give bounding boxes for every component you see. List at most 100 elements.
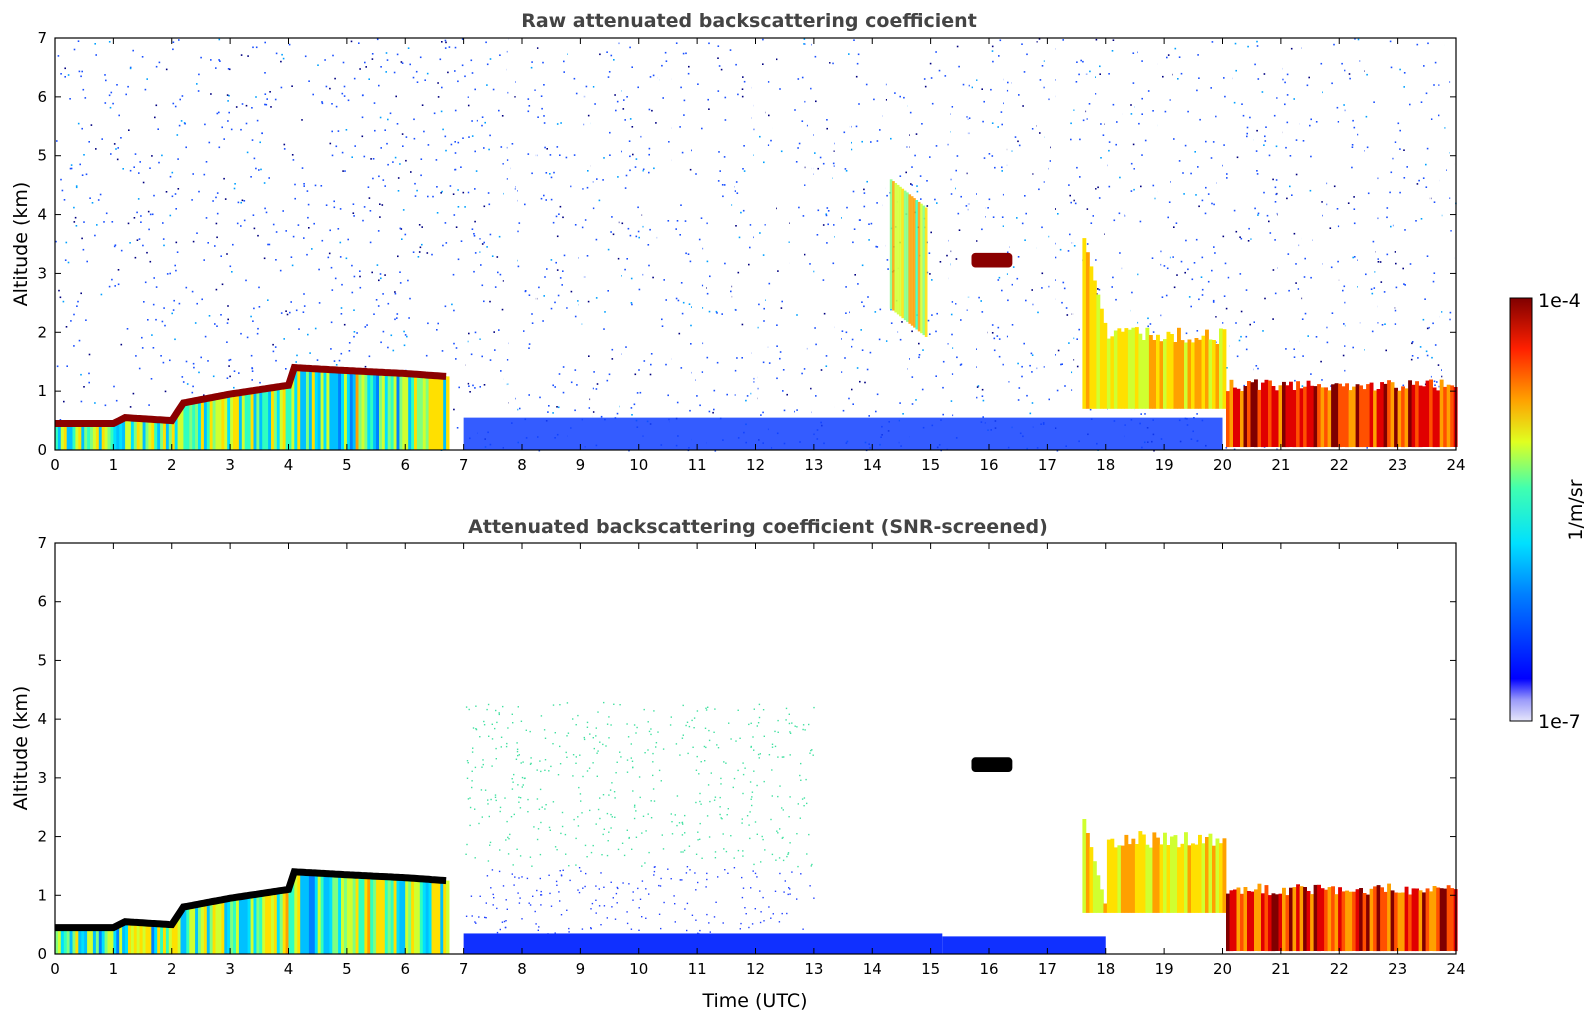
noise-dot xyxy=(328,252,331,255)
panel-raw-ylabel: Altitude (km) xyxy=(10,182,32,307)
noise-dot xyxy=(1017,256,1020,258)
noise-dot xyxy=(843,131,846,134)
noise-dot xyxy=(387,118,389,121)
y-tick-label: 3 xyxy=(37,769,47,787)
noise-dot xyxy=(507,91,509,94)
noise-dot xyxy=(1239,273,1242,275)
scatter-dot xyxy=(641,865,643,867)
noise-dot xyxy=(163,244,165,247)
scatter-dot xyxy=(621,842,624,844)
noise-dot xyxy=(956,155,959,157)
cloud-column xyxy=(1205,329,1209,409)
scatter-dot xyxy=(693,727,695,729)
scatter-dot xyxy=(813,897,815,899)
noise-dot xyxy=(845,170,848,172)
noise-dot xyxy=(804,184,806,186)
bl-column xyxy=(408,373,412,450)
noise-dot xyxy=(486,63,489,66)
scatter-dot xyxy=(465,706,468,708)
noise-dot xyxy=(470,59,473,62)
noise-dot xyxy=(1115,143,1117,146)
cloud-column xyxy=(1198,834,1202,913)
scatter-dot xyxy=(559,870,561,872)
noise-dot xyxy=(63,400,65,403)
scatter-dot xyxy=(578,891,581,894)
bl-column xyxy=(414,878,418,954)
scatter-dot xyxy=(595,912,597,914)
noise-dot xyxy=(729,49,732,51)
cloud-column xyxy=(1106,839,1111,913)
noise-dot xyxy=(186,383,189,385)
cloud-column xyxy=(1394,387,1398,448)
noise-dot xyxy=(1286,197,1288,200)
bl-column xyxy=(405,877,409,954)
bl-column xyxy=(163,924,167,954)
noise-dot xyxy=(1289,155,1292,157)
noise-dot xyxy=(556,235,559,238)
noise-dot xyxy=(267,243,269,246)
noise-dot xyxy=(519,407,521,410)
noise-dot xyxy=(1450,230,1452,232)
x-tick-label: 21 xyxy=(1271,456,1290,474)
noise-dot xyxy=(476,119,479,122)
noise-dot xyxy=(1100,157,1102,159)
noise-dot xyxy=(651,109,653,112)
cloud-column xyxy=(1345,383,1349,448)
cloud-column xyxy=(1261,893,1265,951)
x-tick-label: 21 xyxy=(1271,960,1290,978)
cloud-column xyxy=(1096,294,1101,409)
noise-dot xyxy=(942,386,944,389)
scatter-dot xyxy=(686,929,688,932)
noise-dot xyxy=(1269,232,1272,234)
bl-column xyxy=(212,901,216,954)
cloud-column xyxy=(1429,891,1433,951)
scatter-dot xyxy=(812,754,814,756)
bl-column xyxy=(393,372,397,450)
noise-dot xyxy=(998,55,1000,57)
noise-dot xyxy=(899,95,901,98)
bl-column xyxy=(163,420,167,450)
cloud-column xyxy=(1148,335,1153,409)
cloud-column xyxy=(1306,891,1311,951)
scatter-dot xyxy=(552,704,555,706)
scatter-dot xyxy=(697,831,699,833)
noise-dot xyxy=(801,372,803,375)
noise-dot xyxy=(129,406,132,408)
noise-dot xyxy=(331,154,334,157)
scatter-dot xyxy=(809,752,811,754)
noise-dot xyxy=(758,303,760,306)
scatter-dot xyxy=(701,857,703,859)
noise-dot xyxy=(250,354,253,357)
scatter-dot xyxy=(548,826,551,829)
noise-dot xyxy=(506,178,508,180)
x-tick-label: 7 xyxy=(459,960,469,978)
scatter-dot xyxy=(471,751,474,753)
scatter-dot xyxy=(610,881,612,883)
noise-dot xyxy=(251,367,254,370)
bl-column xyxy=(303,872,307,954)
noise-dot xyxy=(845,331,848,334)
noise-dot xyxy=(922,349,924,351)
noise-dot xyxy=(384,129,386,131)
noise-dot xyxy=(1182,172,1184,174)
noise-dot xyxy=(667,220,670,222)
noise-dot xyxy=(1026,394,1028,397)
noise-dot xyxy=(134,256,137,259)
noise-dot xyxy=(1130,190,1133,192)
noise-dot xyxy=(223,138,225,140)
scatter-dot xyxy=(626,922,629,925)
cloud-column xyxy=(1404,886,1409,952)
noise-dot xyxy=(844,168,847,170)
noise-dot xyxy=(1130,113,1133,115)
bl-column xyxy=(276,891,281,954)
bl-column xyxy=(236,393,240,450)
noise-dot xyxy=(853,39,855,41)
noise-dot xyxy=(570,290,573,293)
noise-dot xyxy=(334,277,337,280)
noise-dot xyxy=(253,227,256,230)
cloud-column xyxy=(1317,384,1321,448)
noise-dot xyxy=(556,269,559,271)
scatter-dot xyxy=(556,849,558,851)
scatter-dot xyxy=(521,918,523,920)
cloud-column xyxy=(1271,893,1276,952)
